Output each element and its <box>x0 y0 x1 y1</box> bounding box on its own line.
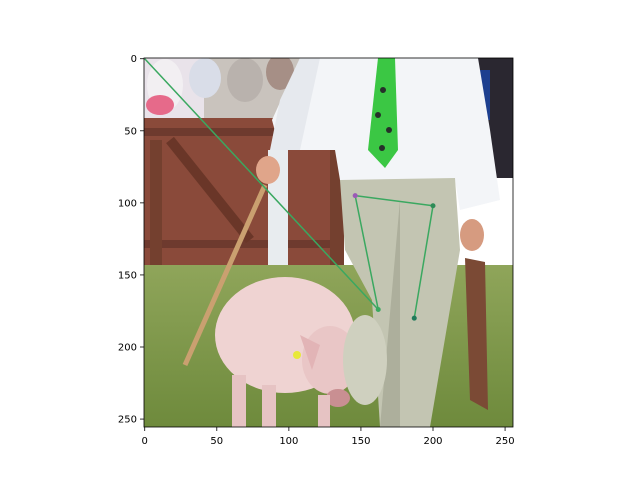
y-tick-label-5: 250 <box>118 415 137 426</box>
y-tick-label-3: 150 <box>118 270 137 281</box>
keypoint-3 <box>411 315 417 321</box>
keypoint-2 <box>375 307 381 313</box>
keypoint-overlay <box>144 58 436 321</box>
y-axis: 0 50 100 150 200 250 <box>118 54 144 426</box>
x-tick-label-5: 250 <box>496 436 515 447</box>
background-photo <box>144 58 513 427</box>
x-tick-label-4: 200 <box>423 436 442 447</box>
y-tick-label-1: 50 <box>124 126 137 137</box>
axes-frame <box>143 57 514 428</box>
x-axis: 0 50 100 150 200 250 <box>142 427 515 447</box>
y-tick-label-2: 100 <box>118 198 137 209</box>
x-tick-label-0: 0 <box>142 436 148 447</box>
overlay-segment-1 <box>354 195 379 310</box>
overlay-segment-0 <box>144 58 379 311</box>
y-tick-label-4: 200 <box>118 343 137 354</box>
x-tick-label-3: 150 <box>351 436 370 447</box>
x-tick-label-1: 50 <box>210 436 223 447</box>
overlay-segment-3 <box>413 205 434 319</box>
x-tick-label-2: 100 <box>279 436 298 447</box>
keypoint-0 <box>352 193 358 199</box>
y-tick-label-0: 0 <box>131 54 137 65</box>
keypoint-1 <box>430 203 436 209</box>
overlay-segment-2 <box>355 194 434 207</box>
